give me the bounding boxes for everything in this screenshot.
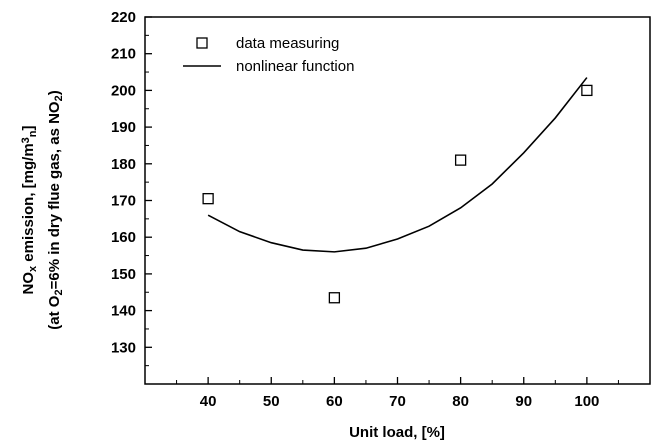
y-tick-label: 170 (111, 193, 136, 210)
legend-label-data-measuring: data measuring (236, 35, 339, 52)
y-axis-title-part: 3 (20, 137, 32, 143)
y-ticks: 130 140 150 160 170 180 190 200 210 220 (111, 9, 152, 367)
y-tick-label: 220 (111, 9, 136, 26)
x-axis-title: Unit load, [%] (349, 424, 445, 441)
series-layer (202, 77, 593, 304)
y-axis-title-part: ] (20, 125, 37, 130)
y-tick-label: 190 (111, 119, 136, 136)
x-tick-label: 90 (515, 393, 532, 410)
x-ticks: 40 50 60 70 80 90 100 (176, 377, 619, 410)
y-axis-title-part: n (27, 130, 39, 137)
legend-label-nonlinear-function: nonlinear function (236, 58, 354, 75)
legend-marker-data-measuring (196, 37, 208, 49)
y-axis-title-part: emission, [mg/m (20, 143, 37, 266)
y-tick-label: 140 (111, 303, 136, 320)
y-tick-label: 200 (111, 82, 136, 99)
y-axis-title-line-2: (at O2=6% in dry flue gas, as NO2) (46, 90, 65, 329)
y-axis-title-part: NO (20, 272, 37, 295)
y-tick-label: 160 (111, 229, 136, 246)
y-axis-title-part: x (27, 265, 39, 272)
x-tick-label: 100 (574, 393, 599, 410)
x-tick-label: 80 (452, 393, 469, 410)
y-axis-title-part: =6% in dry flue gas, as NO (46, 101, 63, 289)
y-axis-title-part: ) (46, 90, 63, 95)
data-point-measuring (454, 154, 467, 166)
data-point-measuring (581, 84, 593, 97)
series-line-nonlinear-function (207, 77, 588, 253)
y-axis-title-part: 2 (53, 289, 65, 295)
y-tick-label: 180 (111, 156, 136, 173)
legend: data measuring nonlinear function (183, 35, 354, 75)
data-point-measuring (202, 193, 214, 205)
y-axis-title-part: 2 (53, 95, 65, 101)
y-tick-label: 130 (111, 339, 136, 356)
y-axis-title-line-1: NOx emission, [mg/m3n] (20, 125, 39, 294)
y-axis-title-part: (at O (46, 295, 63, 330)
x-tick-label: 50 (263, 393, 280, 410)
y-tick-label: 210 (111, 46, 136, 63)
x-tick-label: 70 (389, 393, 406, 410)
plot-area-frame (144, 16, 651, 385)
data-point-measuring (328, 292, 341, 304)
x-tick-label: 40 (200, 393, 217, 410)
y-tick-label: 150 (111, 266, 136, 283)
x-tick-label: 60 (326, 393, 343, 410)
